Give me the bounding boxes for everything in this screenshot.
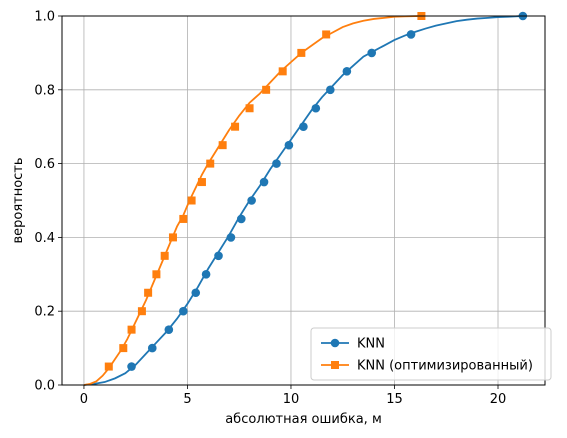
y-tick-label-1: 0.2 bbox=[34, 305, 55, 320]
series-0-marker-0 bbox=[127, 362, 136, 371]
series-1-marker-18 bbox=[322, 30, 331, 39]
series-1-marker-9 bbox=[187, 196, 196, 205]
y-tick-label-5: 1.0 bbox=[34, 10, 55, 25]
series-0-marker-13 bbox=[299, 122, 308, 131]
legend-entry-0: KNN bbox=[321, 337, 385, 352]
plot-frame bbox=[61, 15, 546, 386]
series-0-marker-11 bbox=[272, 159, 281, 168]
series-1-marker-1 bbox=[119, 344, 128, 353]
series-0-marker-4 bbox=[191, 288, 201, 298]
y-axis-label: вероятность bbox=[11, 157, 26, 243]
series-0-marker-7 bbox=[226, 233, 236, 242]
x-tick-label-4: 20 bbox=[490, 392, 507, 407]
series-0-marker-1 bbox=[147, 343, 157, 353]
y-tick-label-0: 0.0 bbox=[34, 379, 55, 394]
x-tick-label-0: 0 bbox=[80, 392, 88, 407]
legend-label-1: KNN (оптимизированный) bbox=[357, 359, 533, 374]
series-1-marker-6 bbox=[160, 251, 169, 260]
legend: KNN KNN (оптимизированный) bbox=[310, 327, 552, 381]
y-tick-label-2: 0.4 bbox=[34, 231, 55, 246]
series-0-marker-9 bbox=[247, 196, 256, 205]
series-0-marker-15 bbox=[326, 85, 335, 95]
series-1-marker-7 bbox=[168, 233, 177, 242]
series-1-marker-10 bbox=[197, 178, 206, 187]
series-0-marker-5 bbox=[201, 270, 211, 279]
series-1-marker-15 bbox=[262, 85, 271, 94]
legend-entry-1: KNN (оптимизированный) bbox=[321, 359, 533, 374]
y-axis: 0.0 0.2 0.4 0.6 0.8 1.0 bbox=[34, 10, 62, 394]
series-1-marker-5 bbox=[152, 270, 161, 279]
x-tick-label-2: 10 bbox=[283, 392, 300, 407]
x-tick-label-3: 15 bbox=[386, 392, 403, 407]
legend-label-0: KNN bbox=[357, 337, 385, 352]
legend-box bbox=[310, 327, 552, 381]
x-axis: 0 5 10 15 20 bbox=[80, 385, 506, 407]
y-tick-label-4: 0.8 bbox=[34, 83, 55, 98]
y-tick-label-3: 0.6 bbox=[34, 157, 55, 172]
series-1-marker-4 bbox=[144, 288, 153, 297]
series-0-marker-12 bbox=[284, 140, 294, 150]
series-1-marker-16 bbox=[278, 67, 287, 76]
series-0 bbox=[83, 11, 528, 386]
series-1-marker-2 bbox=[127, 325, 136, 334]
series-0-marker-10 bbox=[259, 177, 269, 187]
series-1-marker-0 bbox=[104, 362, 113, 371]
series-1-marker-3 bbox=[137, 307, 146, 316]
legend-marker-1 bbox=[331, 361, 339, 369]
series-1-marker-17 bbox=[297, 48, 306, 57]
x-axis-label: абсолютная ошибка, м bbox=[225, 412, 382, 427]
series-0-marker-17 bbox=[367, 48, 377, 58]
series-1-marker-8 bbox=[179, 214, 188, 223]
series-0-marker-14 bbox=[311, 103, 321, 113]
series-1-marker-12 bbox=[218, 141, 227, 150]
series-0-marker-8 bbox=[236, 214, 246, 224]
series-1-marker-13 bbox=[231, 122, 240, 131]
series-1-marker-14 bbox=[245, 104, 254, 113]
series-0-marker-6 bbox=[214, 251, 223, 261]
series-0-marker-2 bbox=[164, 325, 174, 334]
legend-marker-0 bbox=[330, 338, 340, 348]
series-0-marker-16 bbox=[342, 67, 352, 76]
series-layer bbox=[83, 11, 528, 386]
x-tick-label-1: 5 bbox=[183, 392, 191, 407]
series-1 bbox=[83, 12, 426, 386]
series-0-marker-18 bbox=[406, 30, 416, 39]
series-1-marker-11 bbox=[206, 159, 215, 168]
series-0-marker-3 bbox=[179, 306, 188, 316]
